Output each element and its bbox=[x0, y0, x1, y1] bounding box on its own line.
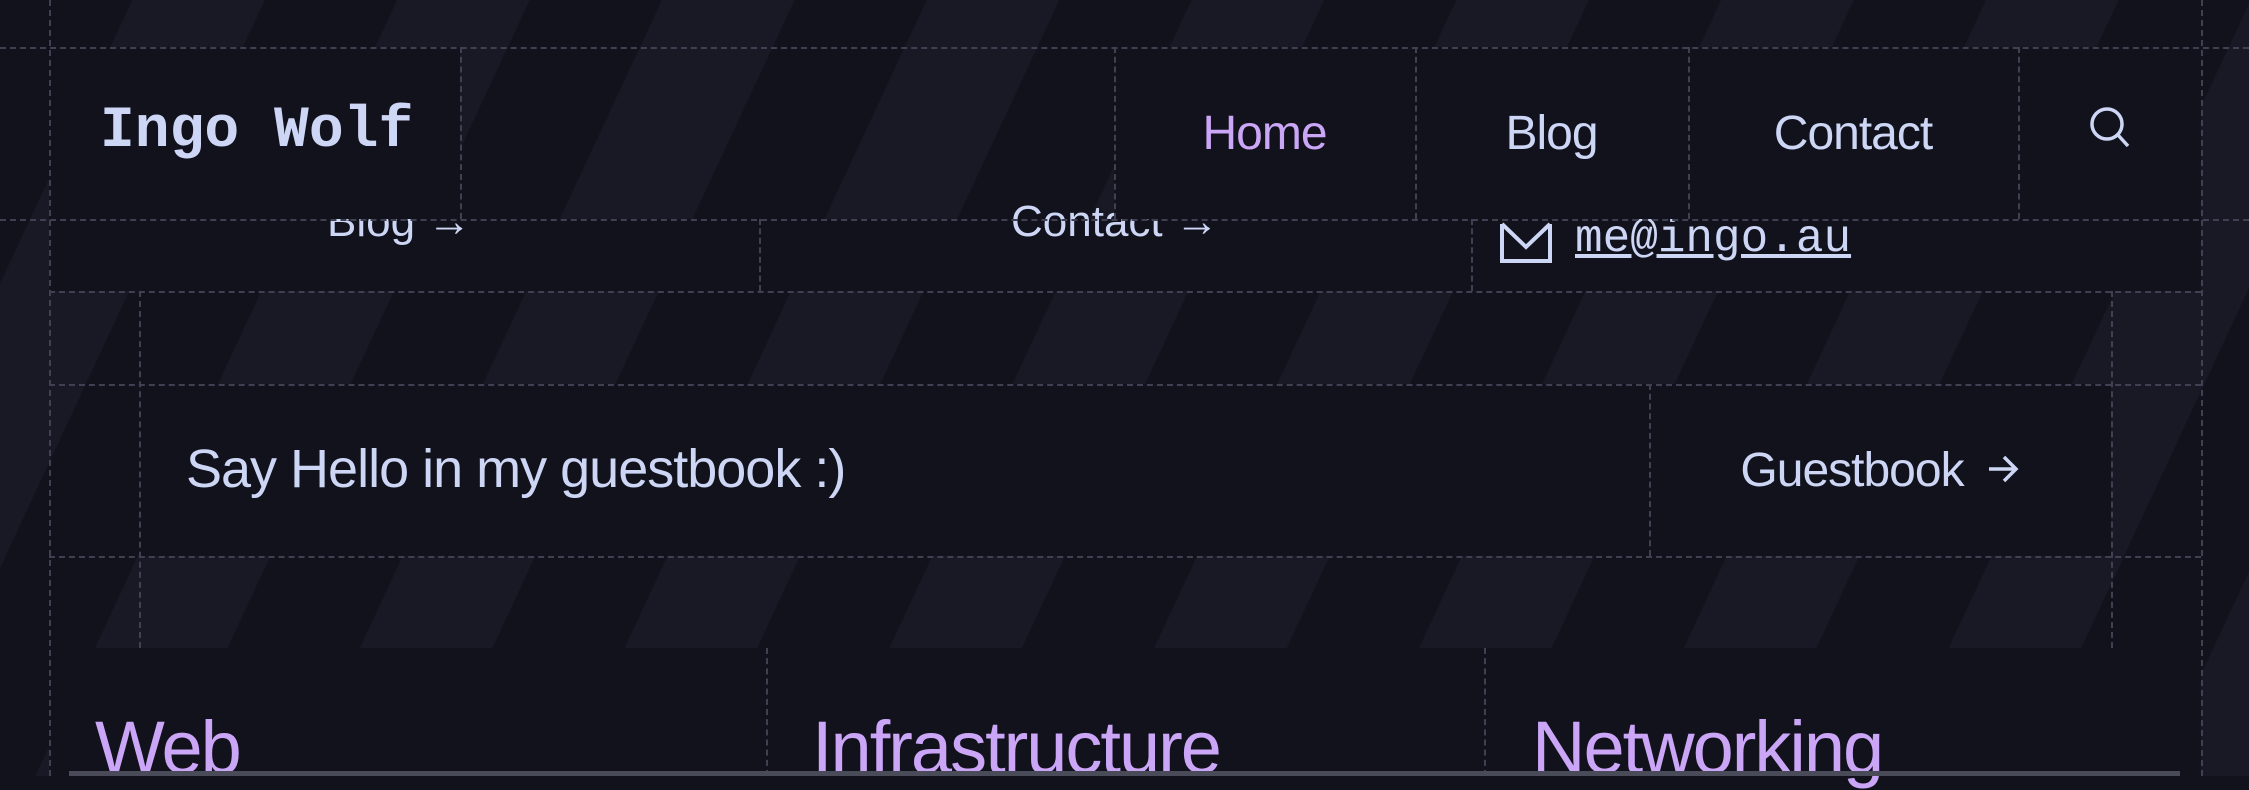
logo-cell: Ingo Wolf bbox=[49, 47, 460, 219]
guestbook-text: Say Hello in my guestbook :) bbox=[186, 439, 846, 499]
main-nav: Home Blog Contact bbox=[1114, 47, 2201, 219]
search-button[interactable] bbox=[2018, 47, 2201, 219]
search-icon bbox=[2088, 105, 2132, 161]
envelope-icon bbox=[1499, 221, 1553, 270]
arrow-right-icon bbox=[1986, 443, 2020, 498]
nav-blog[interactable]: Blog bbox=[1505, 106, 1598, 160]
category-web[interactable]: Web bbox=[95, 706, 242, 789]
links-row: Blog → Contact → me@ingo.au bbox=[49, 197, 2201, 291]
categories-row bbox=[49, 648, 2201, 776]
guestbook-banner: Say Hello in my guestbook :) Guestbook bbox=[139, 384, 2111, 556]
category-infrastructure[interactable]: Infrastructure bbox=[812, 706, 1222, 789]
email-link[interactable]: me@ingo.au bbox=[1575, 213, 1852, 265]
category-networking[interactable]: Networking bbox=[1532, 706, 1884, 789]
guestbook-button-label: Guestbook bbox=[1740, 443, 1964, 497]
nav-contact[interactable]: Contact bbox=[1773, 106, 1933, 160]
site-logo[interactable]: Ingo Wolf bbox=[100, 99, 414, 164]
horizontal-scrollbar[interactable] bbox=[69, 771, 2180, 776]
guestbook-button[interactable]: Guestbook bbox=[1649, 384, 2111, 556]
nav-home[interactable]: Home bbox=[1202, 106, 1327, 160]
